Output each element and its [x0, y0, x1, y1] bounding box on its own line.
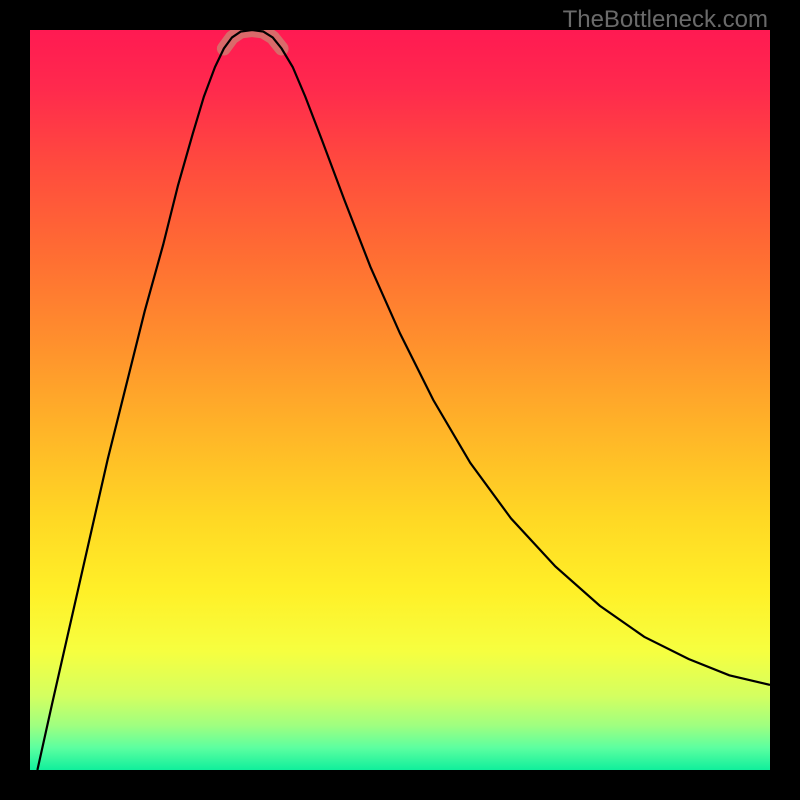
bottleneck-curve [30, 30, 770, 770]
plot-area [30, 30, 770, 770]
chart-frame: TheBottleneck.com [0, 0, 800, 800]
watermark-text: TheBottleneck.com [563, 6, 768, 34]
curve-main [37, 30, 770, 770]
